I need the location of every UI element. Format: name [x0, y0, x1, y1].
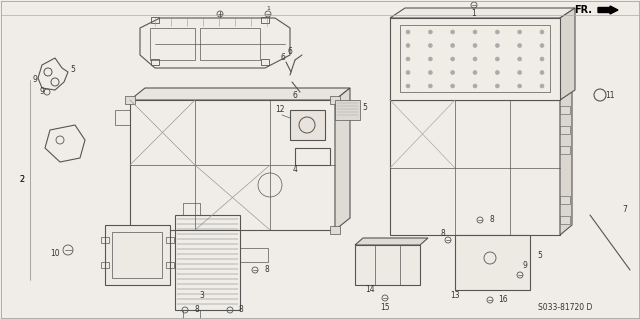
Polygon shape	[355, 245, 420, 285]
Polygon shape	[560, 216, 570, 224]
Circle shape	[495, 84, 499, 88]
Text: 6: 6	[292, 91, 298, 100]
Polygon shape	[560, 90, 572, 235]
Circle shape	[451, 30, 454, 34]
Circle shape	[473, 70, 477, 75]
Circle shape	[473, 43, 477, 48]
Text: 8: 8	[239, 306, 243, 315]
Text: 5: 5	[363, 103, 367, 113]
Circle shape	[428, 84, 433, 88]
Circle shape	[406, 70, 410, 75]
Circle shape	[406, 30, 410, 34]
Text: 4: 4	[292, 166, 298, 174]
Polygon shape	[330, 226, 340, 234]
Circle shape	[428, 57, 433, 61]
Text: 12: 12	[275, 106, 285, 115]
FancyArrow shape	[598, 6, 618, 14]
Circle shape	[518, 43, 522, 48]
Text: 16: 16	[498, 295, 508, 305]
Text: 9: 9	[40, 87, 44, 97]
Circle shape	[540, 57, 544, 61]
Polygon shape	[335, 88, 350, 230]
Text: 8: 8	[195, 306, 200, 315]
Circle shape	[495, 43, 499, 48]
Circle shape	[473, 30, 477, 34]
Text: 2: 2	[19, 175, 24, 184]
Polygon shape	[140, 18, 290, 68]
Text: 3: 3	[200, 291, 204, 300]
Polygon shape	[390, 100, 560, 235]
Text: 6: 6	[280, 54, 285, 63]
Circle shape	[473, 57, 477, 61]
Text: 11: 11	[605, 91, 615, 100]
Text: 8: 8	[440, 229, 445, 239]
Polygon shape	[560, 196, 570, 204]
Circle shape	[451, 43, 454, 48]
Text: 1: 1	[472, 9, 476, 18]
Circle shape	[540, 84, 544, 88]
Polygon shape	[390, 18, 560, 100]
Text: 6: 6	[287, 48, 292, 56]
Polygon shape	[560, 146, 570, 154]
Circle shape	[406, 43, 410, 48]
Text: S033-81720 D: S033-81720 D	[538, 303, 592, 313]
Polygon shape	[290, 110, 325, 140]
Polygon shape	[125, 96, 135, 104]
Polygon shape	[125, 226, 135, 234]
Polygon shape	[355, 238, 428, 245]
Text: 7: 7	[623, 205, 627, 214]
Polygon shape	[560, 126, 570, 134]
Text: 1: 1	[266, 6, 270, 11]
Circle shape	[540, 30, 544, 34]
Circle shape	[428, 43, 433, 48]
Circle shape	[451, 70, 454, 75]
Polygon shape	[105, 225, 170, 285]
Polygon shape	[390, 8, 575, 18]
Circle shape	[518, 70, 522, 75]
Circle shape	[540, 70, 544, 75]
Circle shape	[428, 30, 433, 34]
Circle shape	[495, 30, 499, 34]
Text: 2: 2	[20, 175, 24, 184]
Circle shape	[518, 84, 522, 88]
Text: 10: 10	[50, 249, 60, 257]
Text: 8: 8	[264, 265, 269, 275]
Text: 14: 14	[365, 286, 375, 294]
Text: 15: 15	[380, 302, 390, 311]
Text: 9: 9	[523, 261, 527, 270]
Text: 13: 13	[450, 291, 460, 300]
Polygon shape	[130, 100, 335, 230]
Polygon shape	[560, 106, 570, 114]
Polygon shape	[390, 90, 572, 100]
Circle shape	[406, 57, 410, 61]
Polygon shape	[130, 88, 350, 100]
Circle shape	[518, 57, 522, 61]
Circle shape	[495, 70, 499, 75]
Polygon shape	[335, 100, 360, 120]
Text: 5: 5	[70, 65, 76, 75]
Circle shape	[540, 43, 544, 48]
Circle shape	[406, 84, 410, 88]
Circle shape	[451, 84, 454, 88]
Text: 8: 8	[490, 216, 494, 225]
Text: 9: 9	[33, 76, 37, 85]
Circle shape	[495, 57, 499, 61]
Polygon shape	[455, 235, 530, 290]
Polygon shape	[560, 8, 575, 100]
Circle shape	[473, 84, 477, 88]
Text: FR.: FR.	[574, 5, 592, 15]
Circle shape	[518, 30, 522, 34]
Polygon shape	[330, 96, 340, 104]
Circle shape	[451, 57, 454, 61]
Text: 5: 5	[538, 250, 543, 259]
Circle shape	[428, 70, 433, 75]
